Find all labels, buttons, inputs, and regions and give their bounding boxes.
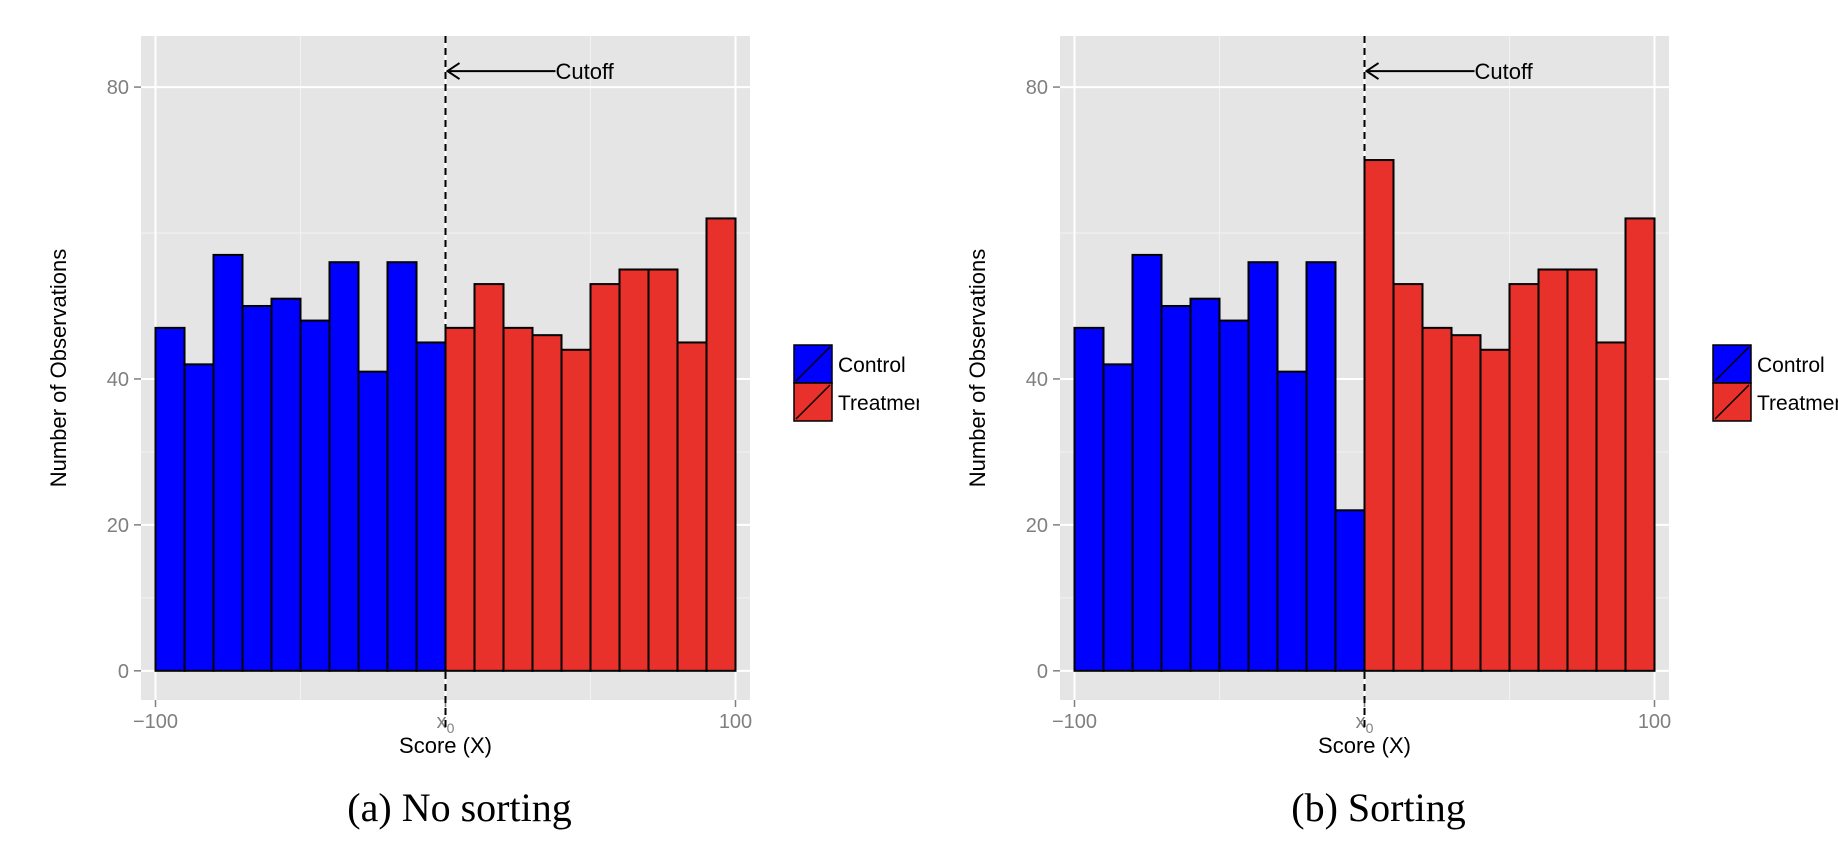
x-tick-label: 100 (1638, 711, 1671, 733)
histogram-bar (1566, 268, 1598, 672)
histogram-bar (241, 304, 273, 672)
y-tick-label: 80 (107, 77, 129, 99)
legend-key-slash (1714, 346, 1750, 382)
histogram-bar (183, 363, 215, 672)
y-tick-label: 40 (1026, 369, 1048, 391)
histogram-bar (1537, 268, 1569, 672)
histogram-bar (1363, 159, 1395, 672)
legend-key-slash (795, 346, 831, 382)
x-axis-title: Score (X) (399, 733, 492, 758)
histogram-bar (1218, 319, 1250, 672)
histogram-bar (473, 283, 505, 672)
y-tick-label: 0 (1037, 661, 1048, 683)
histogram-bar (1305, 261, 1337, 672)
cutoff-label: Cutoff (1475, 59, 1534, 84)
histogram-bar (1508, 283, 1540, 672)
cutoff-arrowhead (445, 62, 461, 80)
histogram-bar (531, 334, 563, 672)
cutoff-arrowhead (1364, 62, 1380, 80)
y-tick-label: 80 (1026, 77, 1048, 99)
panel-caption: (a) No sorting (347, 785, 572, 830)
histogram-bar (328, 261, 360, 672)
y-tick-label: 0 (118, 661, 129, 683)
histogram-bar (299, 319, 331, 672)
legend-label: Control (838, 354, 906, 377)
histogram-bar (1595, 341, 1627, 672)
histogram-bar (1247, 261, 1279, 672)
histogram-bar (1276, 370, 1308, 672)
histogram-bar (1450, 334, 1482, 672)
histogram-bar (618, 268, 650, 672)
histogram-bar (1189, 297, 1221, 672)
histogram-bar (1102, 363, 1134, 672)
histogram-bar (1392, 283, 1424, 672)
histogram-bar (212, 253, 244, 672)
histogram-bar (502, 326, 534, 672)
histogram-bar (1160, 304, 1192, 672)
histogram-bar (1421, 326, 1453, 672)
y-tick-label: 20 (1026, 515, 1048, 537)
y-tick-label: 40 (107, 369, 129, 391)
x-tick-label: −100 (133, 711, 178, 733)
legend-key-slash (795, 384, 831, 420)
histogram-bar (589, 283, 621, 672)
histogram-bar (676, 341, 708, 672)
histogram-bar (415, 341, 447, 672)
histogram-bar (560, 348, 592, 672)
x-axis-title: Score (X) (1318, 733, 1411, 758)
legend-label: Treatmen (838, 392, 919, 415)
cutoff-label: Cutoff (556, 59, 615, 84)
panel-caption: (b) Sorting (1291, 785, 1466, 830)
histogram-bar (1073, 326, 1105, 672)
histogram-bar (357, 370, 389, 672)
x-tick-label: −100 (1052, 711, 1097, 733)
histogram-bar (1479, 348, 1511, 672)
legend-key-slash (1714, 384, 1750, 420)
histogram-bar (1334, 509, 1366, 672)
y-tick-label: 20 (107, 515, 129, 537)
histogram-bar (444, 326, 476, 672)
histogram-bar (647, 268, 679, 672)
y-axis-title: Number of Observations (965, 249, 990, 487)
histogram-bar (1131, 253, 1163, 672)
histogram-bar (705, 217, 737, 672)
histogram-bar (1624, 217, 1656, 672)
histogram-bar (270, 297, 302, 672)
histogram-bar (386, 261, 418, 672)
panel-no-sorting: 0 20 40 80 −100 x0 100 Score (X) Number of Obser… (46, 36, 919, 830)
histogram-bar (154, 326, 186, 672)
y-axis-title: Number of Observations (46, 249, 71, 487)
x-tick-label: 100 (719, 711, 752, 733)
legend-label: Control (1757, 354, 1825, 377)
legend-label: Treatment (1757, 392, 1838, 415)
panel-sorting: 0 20 40 80 −100 x0 100 Score (X) Number of Obser… (919, 0, 1838, 862)
